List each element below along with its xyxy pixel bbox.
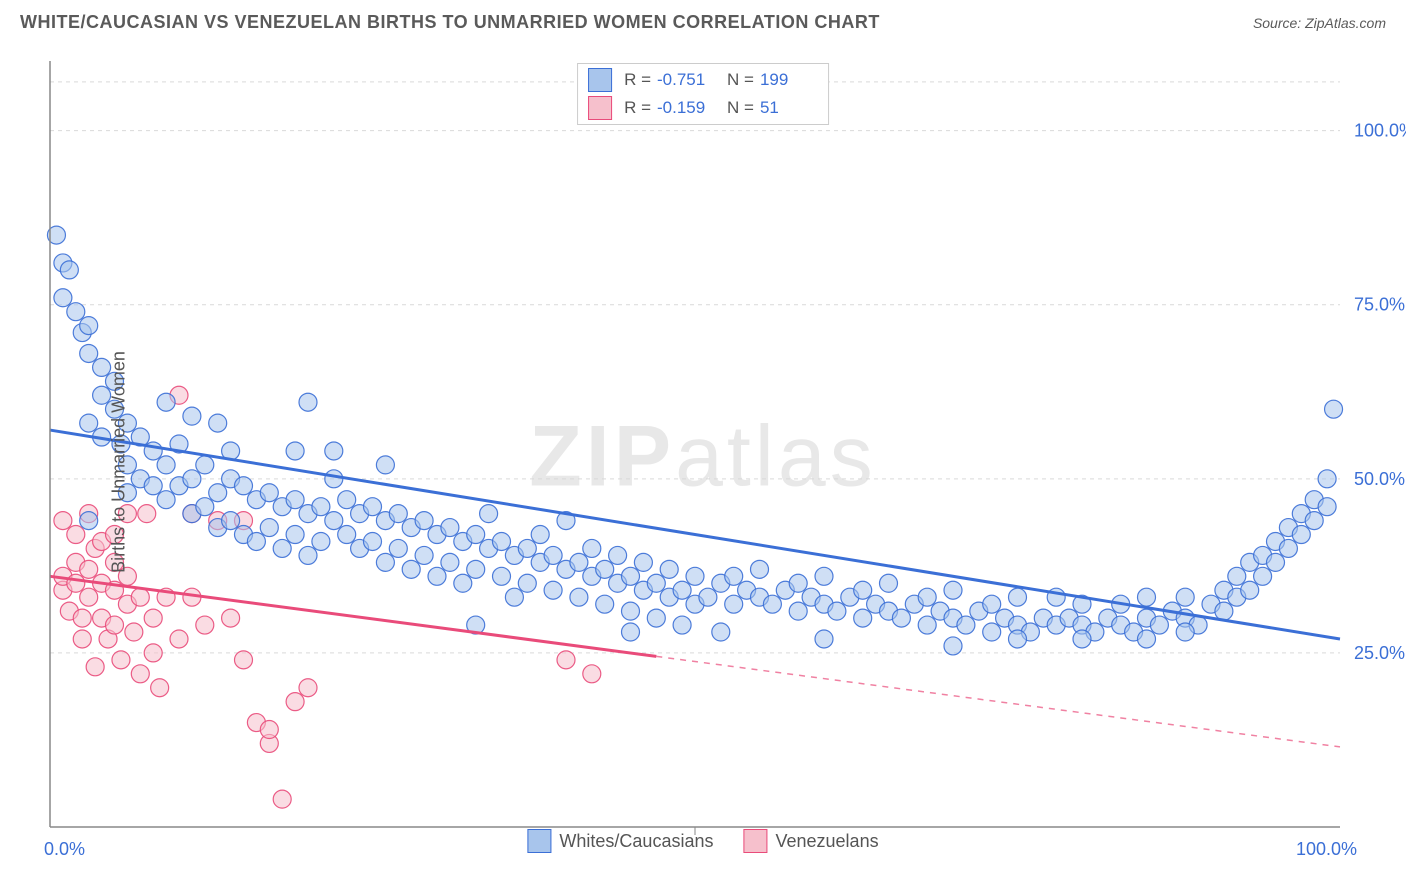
swatch-icon xyxy=(588,96,612,120)
stats-box: R = -0.751 N = 199 R = -0.159 N = 51 xyxy=(577,63,829,125)
r-label: R = xyxy=(624,98,651,118)
swatch-icon xyxy=(743,829,767,853)
series-legend: Whites/Caucasians Venezuelans xyxy=(527,829,878,853)
legend-label: Venezuelans xyxy=(775,831,878,852)
n-label: N = xyxy=(727,98,754,118)
source-label: Source: ZipAtlas.com xyxy=(1253,15,1386,31)
chart-title: WHITE/CAUCASIAN VS VENEZUELAN BIRTHS TO … xyxy=(20,12,880,33)
legend-item: Whites/Caucasians xyxy=(527,829,713,853)
svg-text:25.0%: 25.0% xyxy=(1354,643,1405,663)
r-label: R = xyxy=(624,70,651,90)
svg-text:75.0%: 75.0% xyxy=(1354,295,1405,315)
x-axis-tick-label: 0.0% xyxy=(44,839,85,860)
swatch-icon xyxy=(588,68,612,92)
legend-item: Venezuelans xyxy=(743,829,878,853)
r-value: -0.159 xyxy=(657,98,715,118)
n-label: N = xyxy=(727,70,754,90)
chart-area: 25.0%50.0%75.0%100.0% ZIPatlas R = -0.75… xyxy=(0,41,1406,883)
swatch-icon xyxy=(527,829,551,853)
stats-row: R = -0.751 N = 199 xyxy=(588,66,818,94)
r-value: -0.751 xyxy=(657,70,715,90)
n-value: 51 xyxy=(760,98,800,118)
x-axis-tick-label: 100.0% xyxy=(1296,839,1357,860)
svg-text:50.0%: 50.0% xyxy=(1354,469,1405,489)
legend-label: Whites/Caucasians xyxy=(559,831,713,852)
svg-text:100.0%: 100.0% xyxy=(1354,121,1406,141)
n-value: 199 xyxy=(760,70,818,90)
stats-row: R = -0.159 N = 51 xyxy=(588,94,818,122)
y-axis-label: Births to Unmarried Women xyxy=(108,351,129,573)
scatter-chart-svg: 25.0% 50.0% 75.0% 100.0% xyxy=(0,41,1406,883)
